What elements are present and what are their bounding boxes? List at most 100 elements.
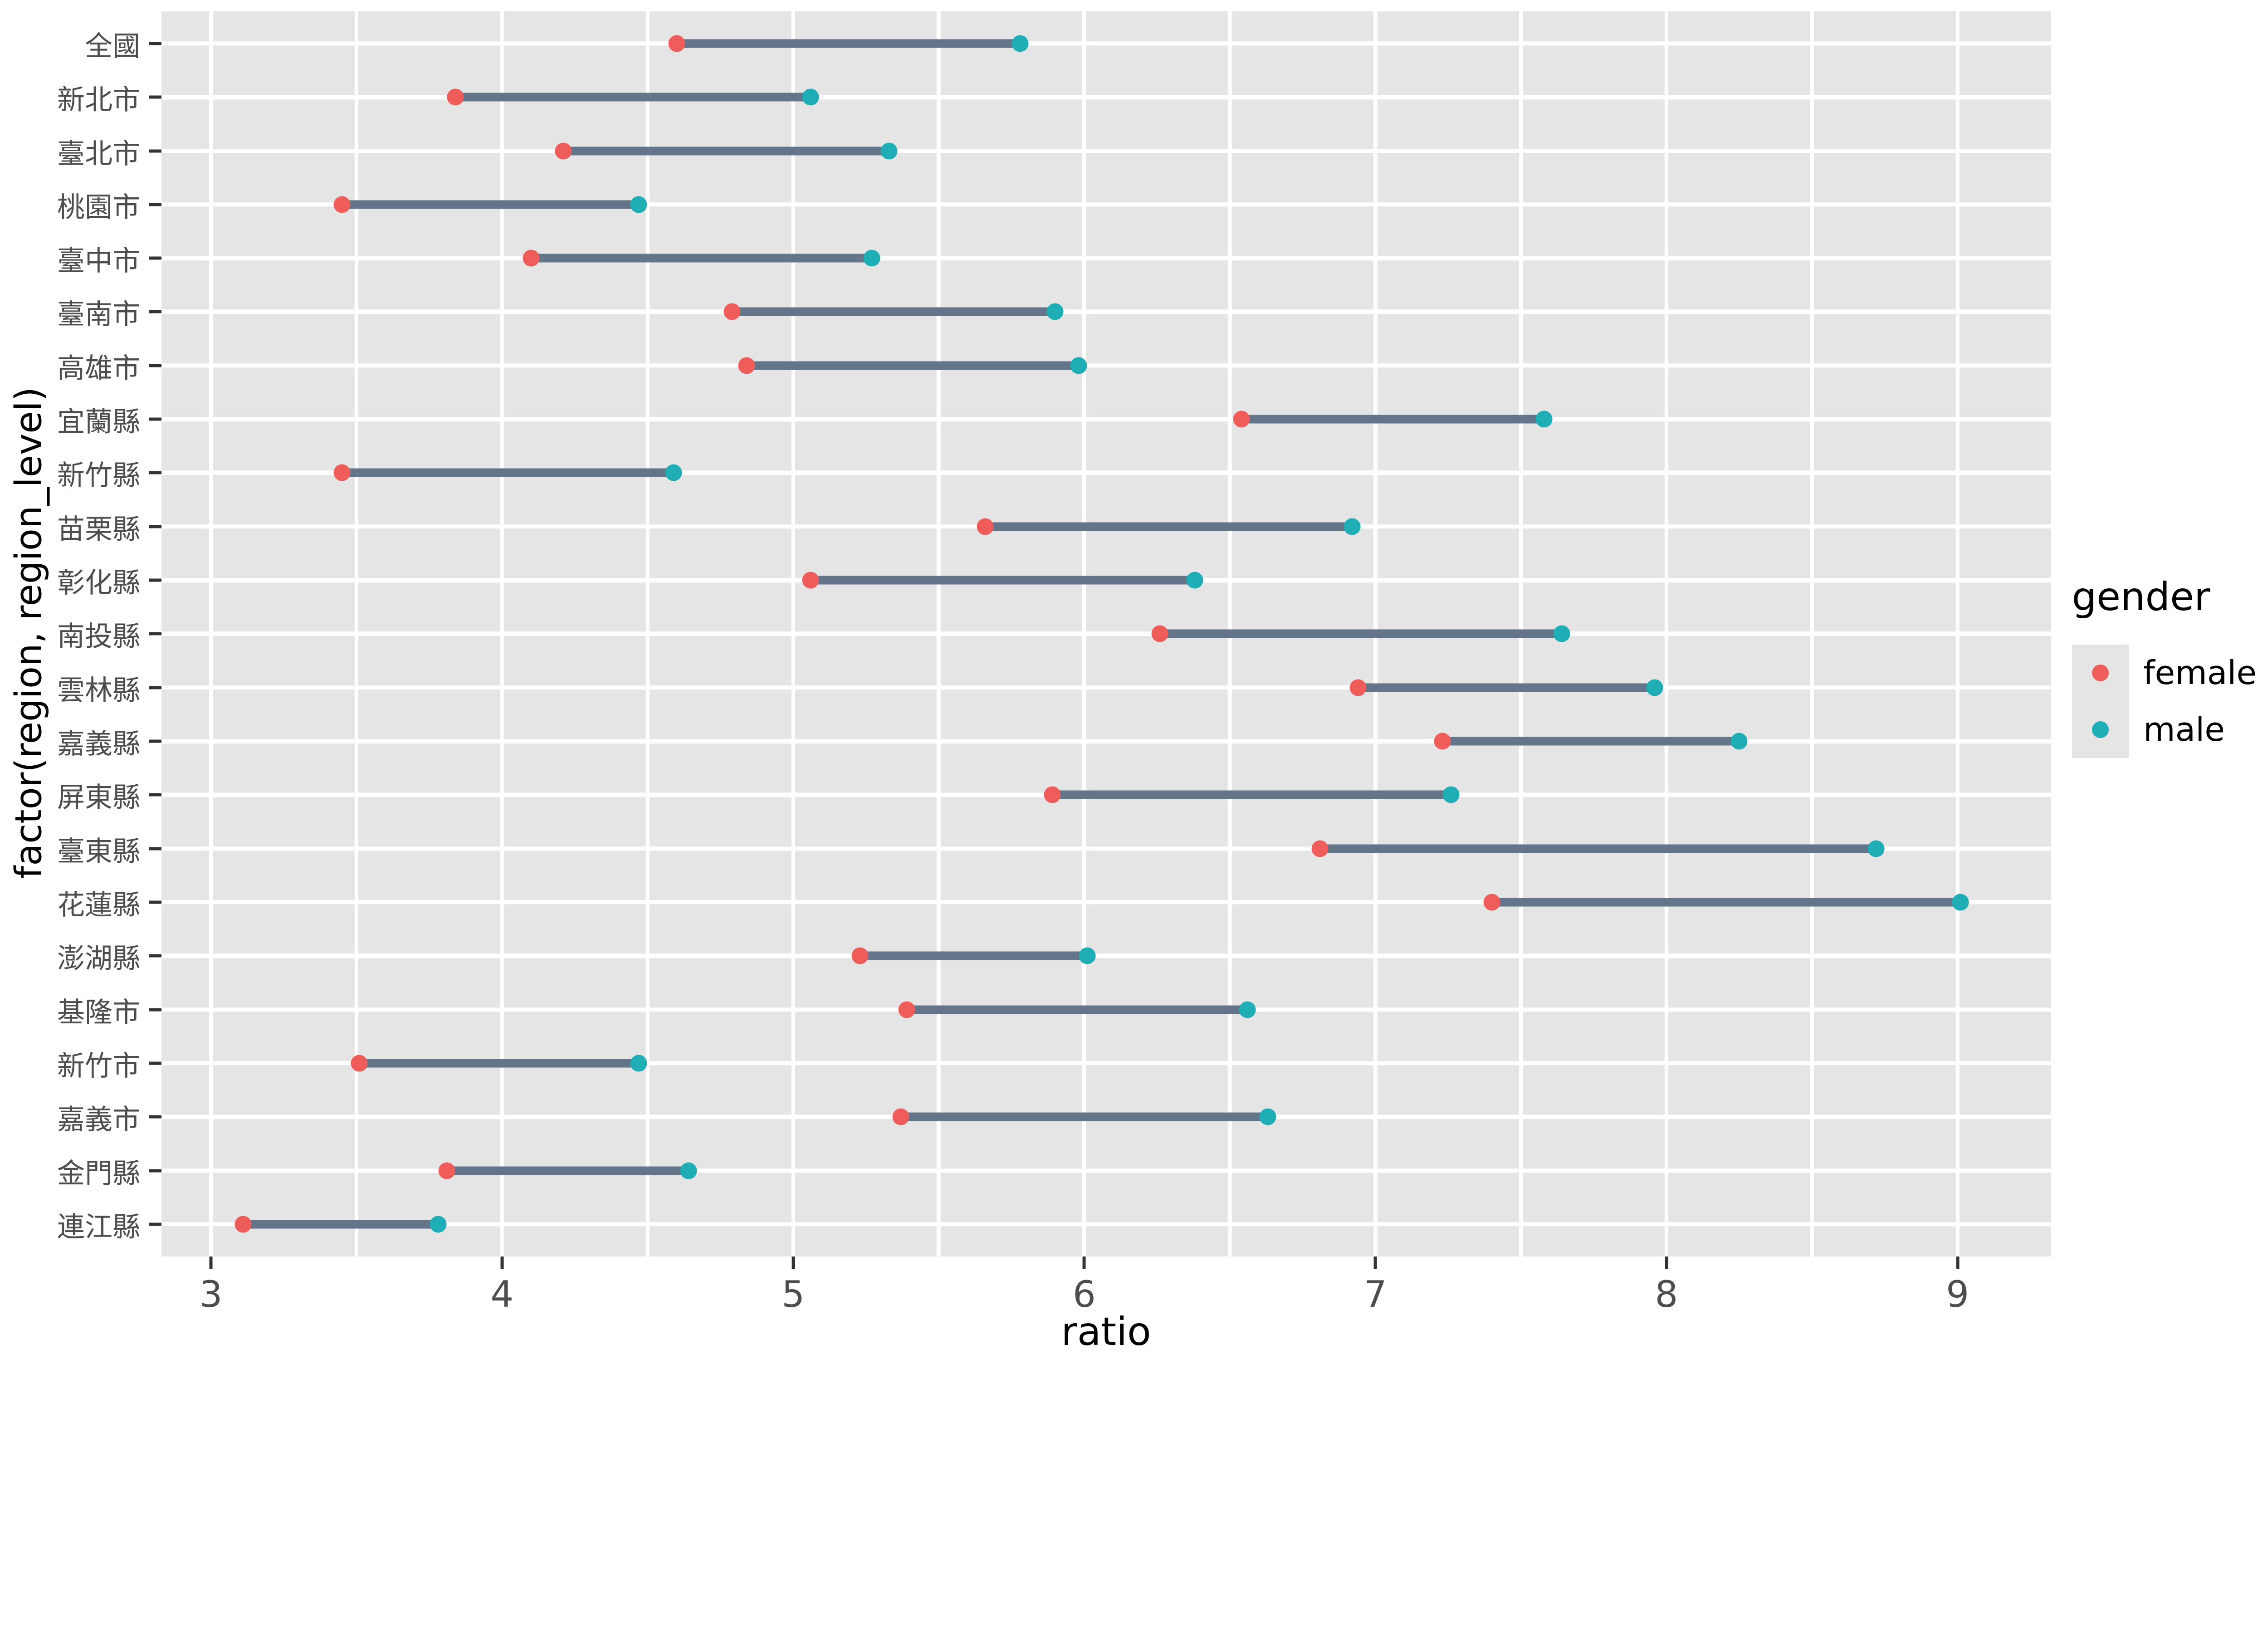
x-axis-label: 6 bbox=[1072, 1273, 1096, 1315]
y-axis-label: 基隆市 bbox=[57, 996, 140, 1029]
y-gridline bbox=[161, 631, 2051, 636]
y-gridline bbox=[161, 256, 2051, 260]
y-axis-label: 全國 bbox=[84, 30, 140, 63]
female-point bbox=[977, 518, 994, 535]
female-point bbox=[1151, 625, 1168, 642]
legend-label-female: female bbox=[2143, 654, 2257, 692]
x-axis-label: 3 bbox=[199, 1273, 223, 1315]
y-axis-label: 澎湖縣 bbox=[57, 942, 140, 975]
y-axis-tick bbox=[149, 739, 161, 743]
y-axis-tick bbox=[149, 1222, 161, 1226]
y-gridline bbox=[161, 363, 2051, 368]
dumbbell-segment bbox=[1491, 898, 1961, 907]
male-point bbox=[863, 249, 880, 267]
dumbbell-segment bbox=[811, 576, 1195, 585]
dumbbell-segment bbox=[243, 1220, 438, 1229]
female-point bbox=[1044, 786, 1061, 803]
legend-item-female: female bbox=[2072, 645, 2257, 701]
male-point bbox=[1553, 625, 1570, 642]
plot-panel bbox=[161, 11, 2051, 1257]
legend-title: gender bbox=[2072, 574, 2210, 620]
male-point bbox=[430, 1216, 447, 1233]
y-axis-tick bbox=[149, 847, 161, 851]
legend-item-male: male bbox=[2072, 701, 2257, 758]
dumbbell-segment bbox=[1358, 683, 1655, 692]
y-gridline bbox=[161, 309, 2051, 314]
female-point bbox=[723, 303, 741, 320]
dumbbell-segment bbox=[1052, 790, 1451, 799]
male-point bbox=[1079, 947, 1096, 964]
male-point bbox=[1186, 572, 1203, 589]
x-axis-label: 5 bbox=[782, 1273, 805, 1315]
female-point bbox=[333, 196, 351, 213]
female-point bbox=[738, 357, 755, 374]
female-point bbox=[1349, 679, 1367, 696]
y-axis-label: 臺南市 bbox=[57, 298, 140, 331]
y-gridline bbox=[161, 953, 2051, 958]
y-gridline bbox=[161, 846, 2051, 851]
y-gridline bbox=[161, 417, 2051, 421]
y-axis-label: 南投縣 bbox=[57, 620, 140, 653]
legend-key-female bbox=[2072, 645, 2129, 701]
male-point bbox=[1535, 411, 1553, 428]
legend-label-male: male bbox=[2143, 710, 2225, 749]
x-axis-tick bbox=[1956, 1256, 1960, 1269]
x-axis-label: 9 bbox=[1946, 1273, 1970, 1315]
y-axis-label: 嘉義市 bbox=[57, 1103, 140, 1136]
female-point bbox=[235, 1216, 252, 1233]
y-axis-tick bbox=[149, 954, 161, 958]
dumbbell-segment bbox=[563, 147, 890, 156]
dumbbell-segment bbox=[342, 468, 674, 477]
male-point bbox=[1646, 679, 1663, 696]
y-axis-label: 桃園市 bbox=[57, 191, 140, 224]
female-point bbox=[898, 1001, 915, 1018]
y-gridline bbox=[161, 470, 2051, 475]
female-point bbox=[1434, 733, 1451, 750]
dumbbell-chart-figure: factor(region, region_level) 全國 新北市 臺北市 桃園市… bbox=[7, 11, 2257, 1354]
male-point bbox=[665, 464, 682, 481]
y-axis-tick bbox=[149, 900, 161, 904]
x-axis-tick bbox=[209, 1256, 213, 1269]
y-axis-tick bbox=[149, 525, 161, 528]
dumbbell-segment bbox=[446, 1166, 689, 1175]
x-axis-tick bbox=[1082, 1256, 1086, 1269]
dumbbell-segment bbox=[359, 1059, 639, 1068]
y-axis-label: 臺東縣 bbox=[57, 835, 140, 868]
dumbbell-segment bbox=[906, 1005, 1247, 1014]
y-gridline bbox=[161, 95, 2051, 99]
y-axis-tick bbox=[149, 1008, 161, 1012]
y-axis-label: 連江縣 bbox=[57, 1211, 140, 1243]
x-axis-label: 4 bbox=[490, 1273, 514, 1315]
y-axis-label: 彰化縣 bbox=[57, 567, 140, 599]
y-axis-label: 屏東縣 bbox=[57, 781, 140, 814]
y-axis-tick bbox=[149, 149, 161, 153]
male-point bbox=[1239, 1001, 1256, 1018]
legend: gender female male bbox=[2072, 574, 2257, 758]
y-axis-label: 雲林縣 bbox=[57, 674, 140, 707]
y-axis-tick bbox=[149, 471, 161, 474]
x-axis-tick bbox=[1665, 1256, 1668, 1269]
dumbbell-segment bbox=[531, 254, 872, 263]
y-gridline bbox=[161, 900, 2051, 905]
y-axis-tick bbox=[149, 632, 161, 636]
female-point bbox=[802, 572, 819, 589]
x-axis-tick bbox=[500, 1256, 504, 1269]
male-point bbox=[1952, 894, 1969, 911]
male-point bbox=[1867, 840, 1885, 857]
y-gridline bbox=[161, 148, 2051, 153]
male-point bbox=[1070, 357, 1087, 374]
female-point bbox=[438, 1162, 455, 1179]
x-axis-tick bbox=[1374, 1256, 1377, 1269]
y-gridline bbox=[161, 1168, 2051, 1173]
male-point bbox=[680, 1162, 697, 1179]
dumbbell-segment bbox=[1442, 737, 1740, 746]
dumbbell-segment bbox=[985, 522, 1352, 531]
male-point bbox=[802, 88, 819, 106]
y-gridline bbox=[161, 685, 2051, 690]
y-axis-label: 新竹市 bbox=[57, 1050, 140, 1082]
y-axis-label: 苗栗縣 bbox=[57, 513, 140, 546]
y-axis-label: 宜蘭縣 bbox=[57, 406, 140, 438]
female-point bbox=[523, 249, 540, 267]
y-axis-label: 花蓮縣 bbox=[57, 889, 140, 921]
female-point bbox=[333, 464, 351, 481]
